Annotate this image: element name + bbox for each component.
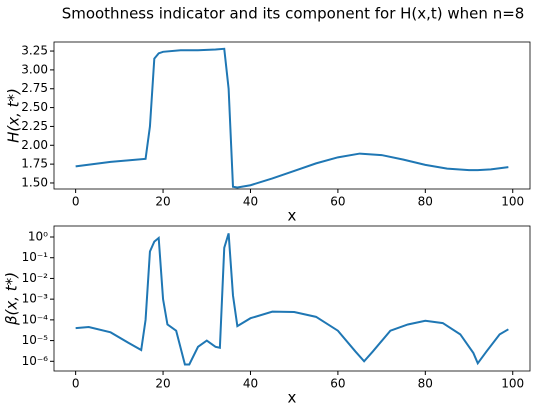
y-tick-label: 2.75 (21, 81, 48, 95)
y-tick-label: 10⁻⁵ (22, 333, 49, 347)
y-tick-label: 3.00 (21, 62, 48, 76)
y-tick-label: 3.25 (21, 44, 48, 58)
y-tick-label: 10⁻⁶ (22, 354, 49, 368)
data-line (75, 233, 509, 366)
y-tick-label: 10⁻² (22, 271, 49, 285)
y-tick-label: 10⁻⁴ (22, 312, 49, 326)
x-tick-label: 80 (418, 377, 433, 391)
x-tick-label: 60 (330, 195, 345, 209)
y-axis-label: β(x, t*) (3, 272, 21, 326)
y-tick-label: 1.75 (21, 157, 48, 171)
y-tick-label: 2.25 (21, 119, 48, 133)
x-tick-label: 40 (243, 377, 258, 391)
x-tick-label: 0 (72, 195, 80, 209)
x-tick-label: 100 (501, 377, 524, 391)
data-line (75, 47, 509, 189)
y-tick-label: 1.50 (21, 175, 48, 189)
x-tick-label: 100 (501, 195, 524, 209)
x-axis-label: x (288, 207, 297, 225)
y-axis-label: H(x, t*) (5, 88, 23, 143)
x-tick-label: 20 (155, 195, 170, 209)
y-tick-label: 10⁰ (28, 230, 48, 244)
x-tick-label: 40 (243, 195, 258, 209)
x-tick-label: 20 (155, 377, 170, 391)
x-tick-label: 60 (330, 377, 345, 391)
x-tick-label: 80 (418, 195, 433, 209)
x-axis-label: x (288, 389, 297, 403)
y-tick-label: 10⁻¹ (22, 250, 49, 264)
axes-frame (53, 41, 531, 190)
x-tick-label: 0 (72, 377, 80, 391)
y-tick-label: 10⁻³ (22, 292, 49, 306)
axes-frame (53, 225, 531, 372)
y-tick-label: 2.00 (21, 138, 48, 152)
y-tick-label: 2.50 (21, 100, 48, 114)
figure-title: Smoothness indicator and its component f… (62, 5, 525, 23)
